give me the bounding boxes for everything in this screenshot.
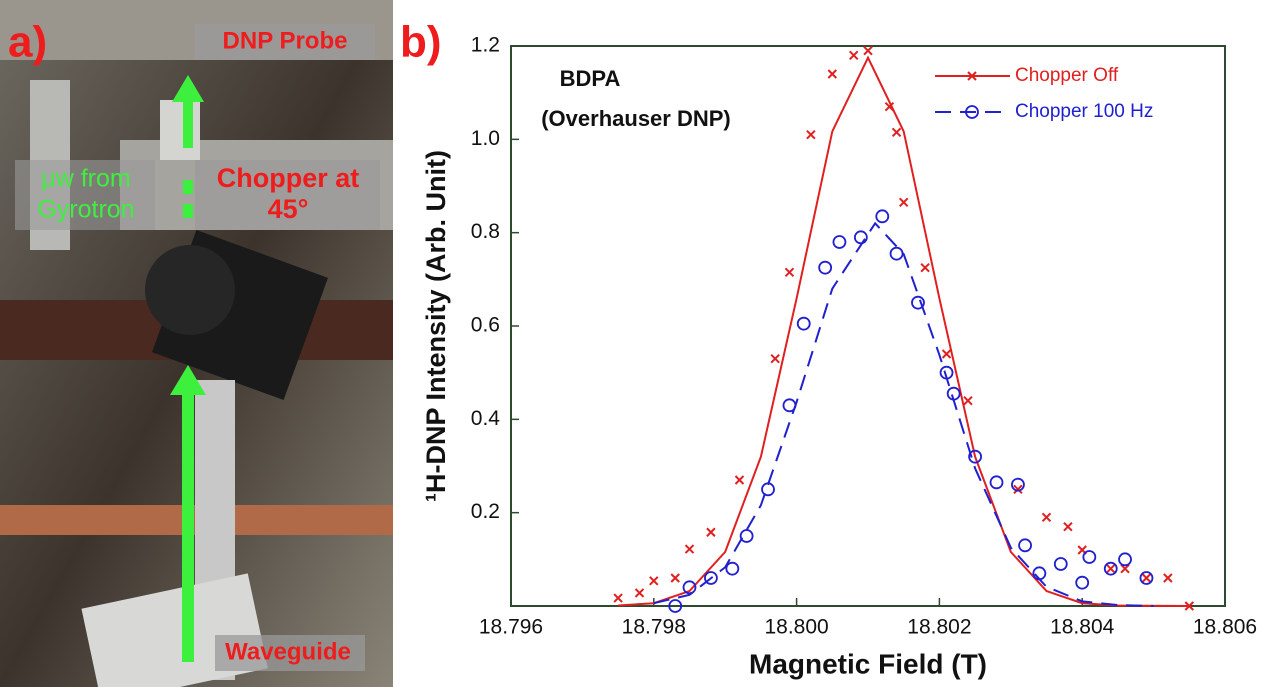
x-tick-label: 18.802 [907,616,971,639]
fit-line [653,221,1154,607]
data-point [782,398,797,413]
data-point [1184,601,1195,611]
data-point [649,576,659,586]
data-point [827,69,838,79]
data-point [1082,550,1097,564]
photo-label: Waveguide [225,638,351,665]
legend-marker [965,105,979,119]
fit-line [618,55,1190,607]
data-point [963,395,973,406]
data-point [706,527,716,537]
legend-label: Chopper Off [1015,65,1119,86]
data-point [891,127,902,138]
data-point [989,475,1004,490]
data-point [1018,538,1032,553]
photo-label: μw from [41,165,130,193]
data-point [784,267,795,278]
data-point [911,295,925,310]
y-tick-label: 0.2 [471,500,500,523]
data-point [898,197,909,208]
y-tick-label: 0.6 [471,314,500,337]
data-point [770,353,780,364]
data-point [946,386,961,401]
data-point [832,235,847,249]
legend-marker [967,71,977,81]
data-point [889,246,904,261]
data-point [796,316,811,331]
data-point [1103,561,1118,576]
data-point [682,580,697,595]
data-point [613,593,623,603]
data-point [849,50,859,61]
data-point [1106,563,1116,574]
annotation: (Overhauser DNP) [541,106,731,131]
data-point [1139,571,1154,585]
x-tick-label: 18.806 [1193,616,1257,639]
data-point [1053,557,1068,571]
y-tick-label: 0.8 [471,220,500,243]
y-tick-label: 1.2 [471,34,500,57]
data-point [806,129,816,140]
x-axis-label: Magnetic Field (T) [749,648,987,679]
data-point [761,482,775,497]
data-point [1118,552,1132,567]
data-point [1032,566,1047,581]
y-tick-label: 1.0 [471,127,500,150]
data-point [725,561,740,576]
annotation: BDPA [560,66,621,91]
data-point [939,365,954,380]
data-point [863,45,873,56]
data-point [684,544,695,554]
data-point [818,260,833,275]
data-point [634,588,645,598]
data-point [853,230,868,245]
data-point [884,101,895,112]
photo-label: Gyrotron [37,196,134,224]
photo [0,0,393,687]
y-tick-label: 0.4 [471,407,501,430]
photo-label: Chopper at [217,163,360,193]
data-point [1041,512,1052,523]
x-tick-label: 18.798 [622,616,686,639]
y-axis-label: ¹H-DNP Intensity (Arb. Unit) [421,150,451,502]
data-point [739,529,754,543]
data-point [1075,575,1090,590]
data-point [968,449,982,464]
data-point [1141,573,1152,583]
data-point [1013,484,1023,495]
data-point [920,262,930,273]
data-point [734,475,745,485]
data-point [1120,563,1130,574]
data-point [1011,477,1025,492]
x-tick-label: 18.800 [764,616,828,639]
data-point [704,571,718,585]
data-point [668,599,683,613]
panel-label: a) [8,18,47,67]
panel-label: b) [400,18,442,67]
photo-label: 45° [268,194,309,224]
legend-label: Chopper 100 Hz [1015,101,1153,122]
photo-label: DNP Probe [223,27,348,54]
data-point [875,209,890,224]
data-point [1163,573,1173,583]
x-tick-label: 18.804 [1050,616,1115,639]
x-tick-label: 18.796 [479,616,543,639]
data-point [1063,521,1073,532]
data-point [670,573,680,583]
data-point [941,349,952,359]
